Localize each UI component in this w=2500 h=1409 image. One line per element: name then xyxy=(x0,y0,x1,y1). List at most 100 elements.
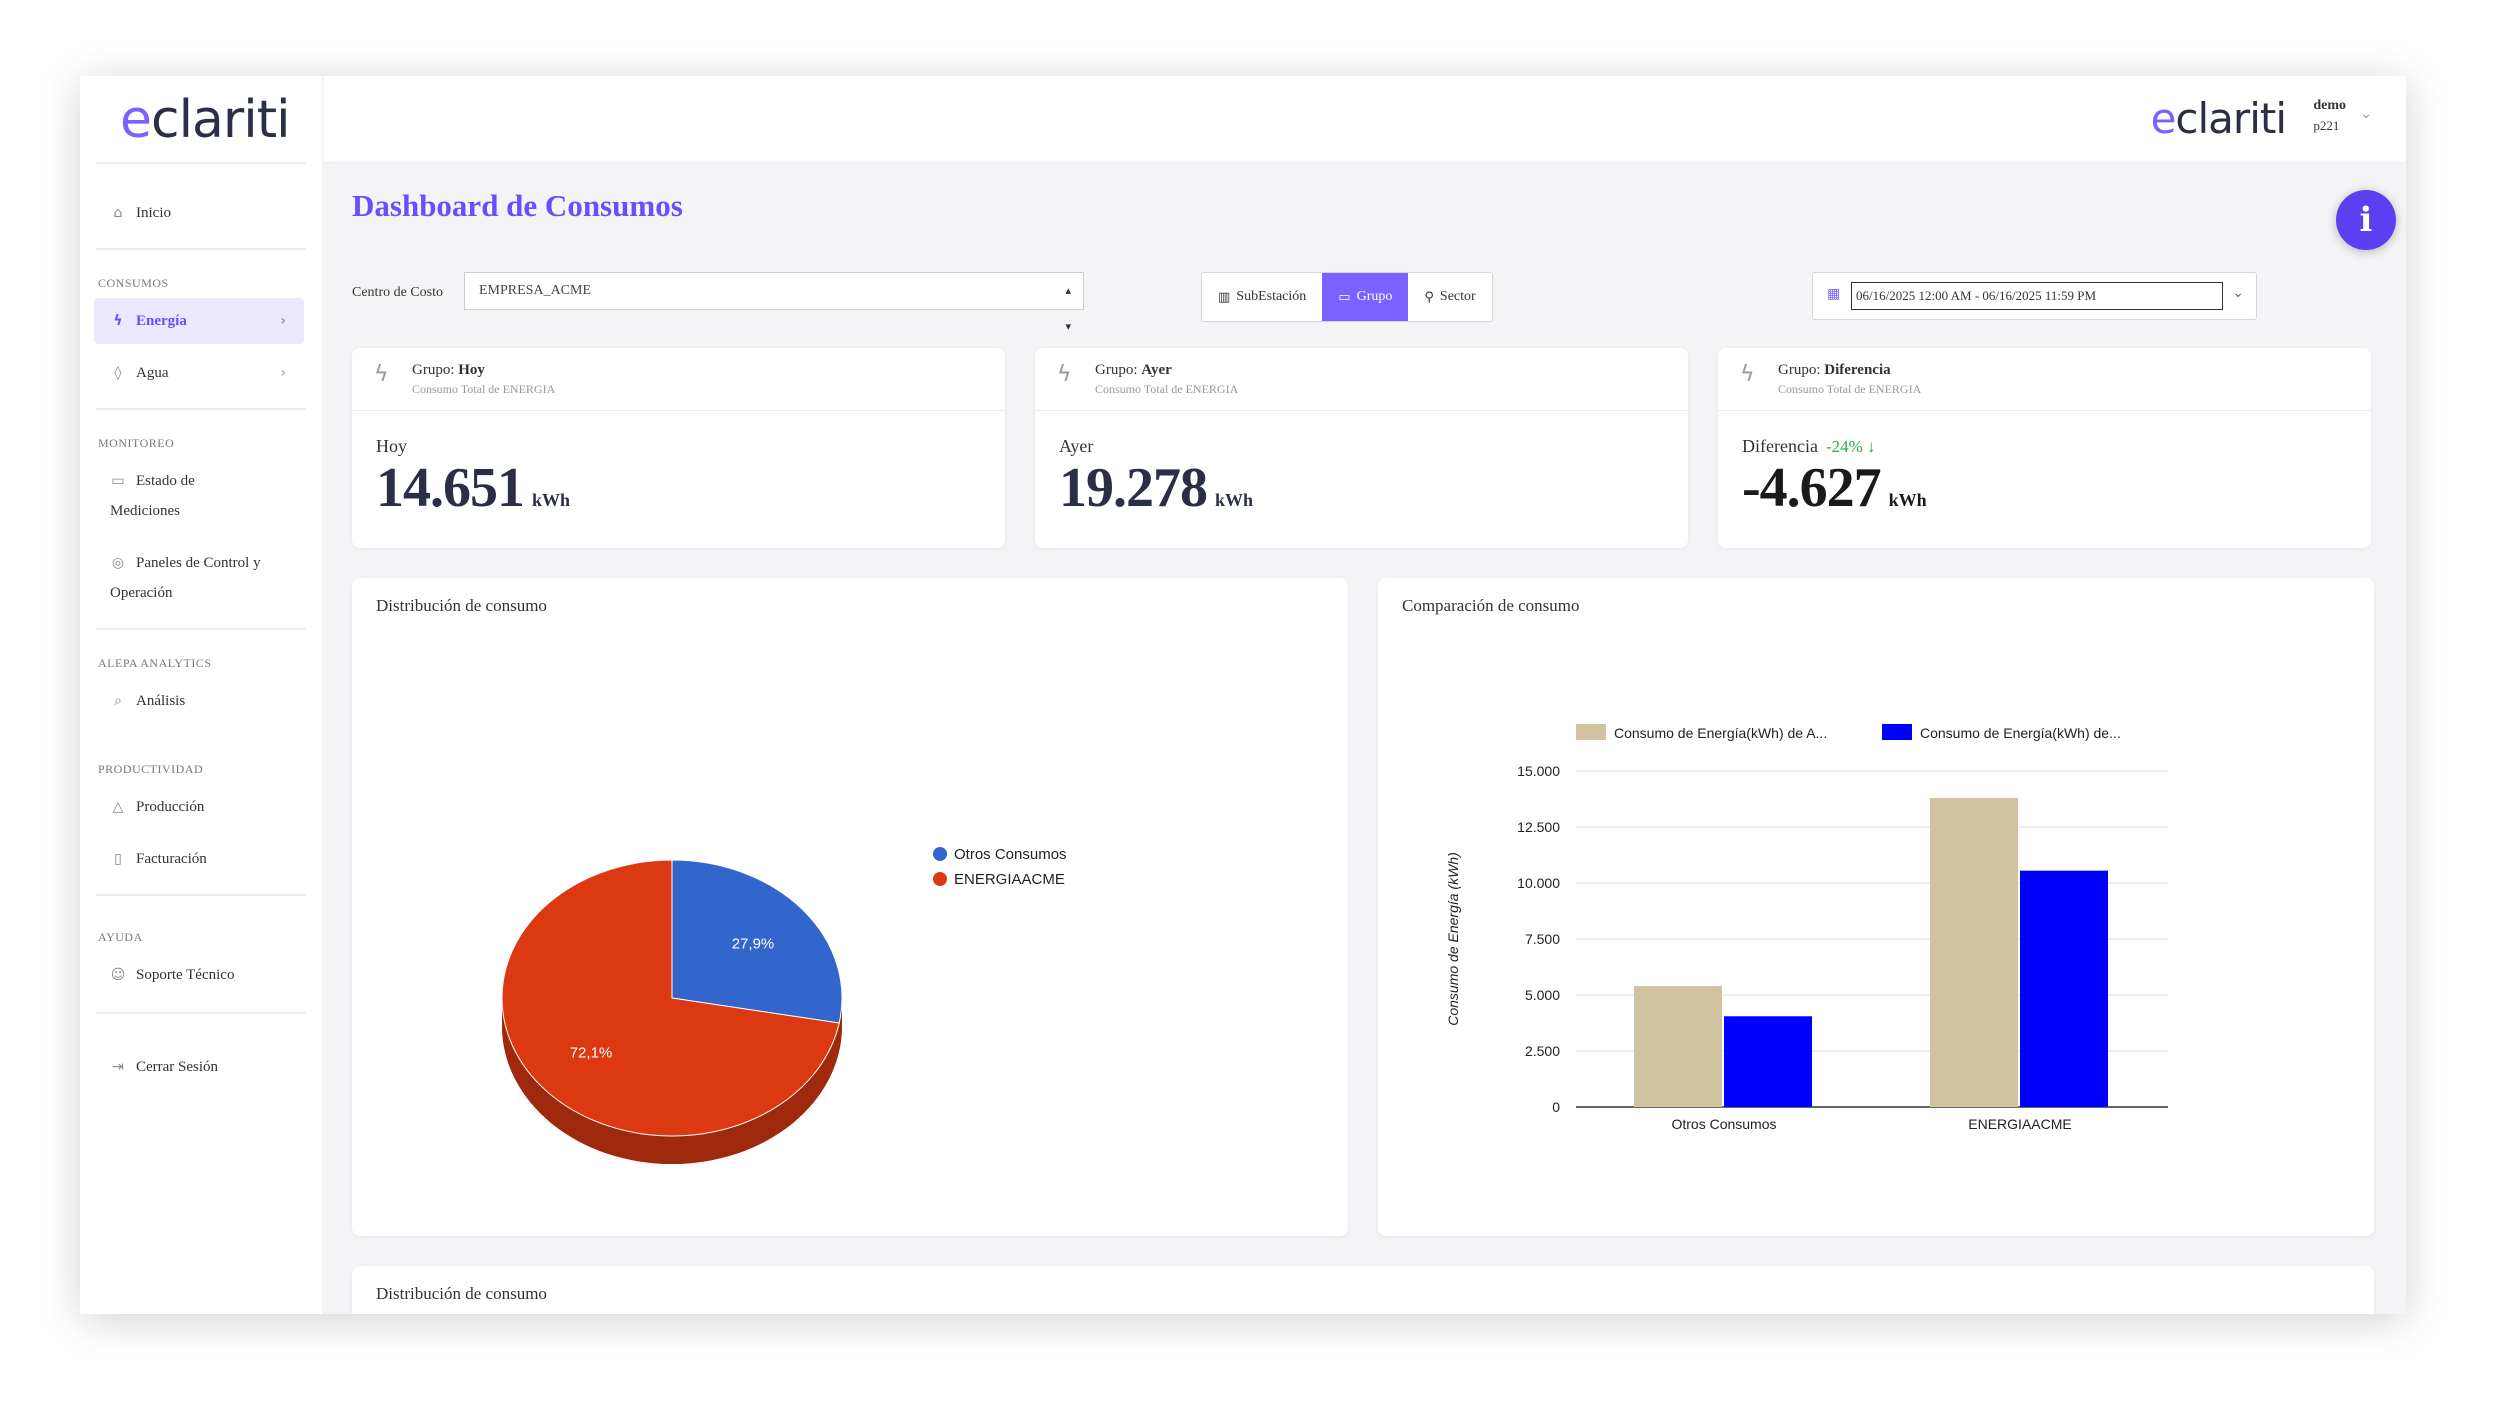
header-logo: eclariti xyxy=(2150,94,2287,143)
drop-icon: ◊ xyxy=(114,365,122,381)
panel-title: Distribución de consumo xyxy=(376,596,547,615)
bolt-icon: ϟ xyxy=(1740,362,1755,387)
user-name: demo xyxy=(2313,98,2346,113)
segment-subestacion[interactable]: ▥ SubEstación xyxy=(1202,273,1322,321)
sidebar-item-label: Agua xyxy=(136,365,169,381)
segment-sector[interactable]: ⚲ Sector xyxy=(1408,273,1491,321)
date-range-picker[interactable]: ▦ 06/16/2025 12:00 AM - 06/16/2025 11:59… xyxy=(1812,272,2257,320)
legend-swatch xyxy=(933,847,947,861)
chevron-down-icon[interactable]: ⌄ xyxy=(2232,285,2244,301)
y-axis-label: Consumo de Energía (kWh) xyxy=(1445,852,1461,1026)
legend-label: ENERGIAACME xyxy=(954,871,1065,888)
bolt-icon: ϟ xyxy=(113,313,123,329)
logo-letter: e xyxy=(2150,94,2177,143)
sidebar-item-produccion[interactable]: △ Producción xyxy=(94,784,304,830)
sidebar-section-consumos: CONSUMOS xyxy=(98,276,169,290)
top-bar: eclariti demo p221 ⌄ xyxy=(324,76,2406,163)
sidebar-item-inicio[interactable]: ⌂ Inicio xyxy=(94,190,304,236)
distribution-panel-2: Distribución de consumo xyxy=(352,1266,2374,1314)
bolt-icon: ϟ xyxy=(374,362,389,387)
kpi-card-header: ϟ Grupo: Diferencia Consumo Total de ENE… xyxy=(1718,348,2371,411)
search-icon: ⌕ xyxy=(114,693,122,709)
sidebar-divider xyxy=(96,628,306,630)
sidebar-divider xyxy=(96,162,306,164)
logo-text: clariti xyxy=(151,90,291,150)
x-tick-label: ENERGIAACME xyxy=(1968,1116,2071,1132)
kpi-card-title: Grupo: Ayer xyxy=(1095,362,1172,378)
sidebar-item-agua[interactable]: ◊ Agua › xyxy=(94,350,304,396)
segment-label: Grupo xyxy=(1356,289,1393,304)
pie-chart: 27,9% 72,1% Otros Consumos ENERGIAACME xyxy=(501,846,1067,1164)
sidebar-item-soporte[interactable]: ☺ Soporte Técnico xyxy=(94,952,304,998)
sidebar-item-label: Paneles de Control y xyxy=(136,555,261,571)
select-arrows-icon: ▴ ▾ xyxy=(1065,284,1071,333)
segment-grupo[interactable]: ▭ Grupo xyxy=(1322,273,1409,321)
sidebar-item-label: Inicio xyxy=(136,205,171,221)
pin-icon: ⚲ xyxy=(1424,289,1434,305)
y-tick-label: 15.000 xyxy=(1517,763,1560,779)
pie-slice-0 xyxy=(671,859,843,1024)
pie-data-label: 27,9% xyxy=(732,935,775,952)
app-window: e clariti ⌂ Inicio CONSUMOS ϟ Energía › ◊… xyxy=(80,76,2406,1314)
kpi-label: Diferencia -24% ↓ xyxy=(1742,436,1876,456)
logo-letter: e xyxy=(120,90,152,150)
y-tick-label: 12.500 xyxy=(1517,819,1560,835)
sidebar-item-estado-mediciones-2[interactable]: Mediciones xyxy=(94,488,304,534)
bar-1-0 xyxy=(1724,1016,1812,1107)
sidebar-item-label: Soporte Técnico xyxy=(136,967,235,983)
chevron-down-icon[interactable]: ⌄ xyxy=(2360,106,2372,122)
kpi-label: Hoy xyxy=(376,436,407,456)
kpi-card-subtitle: Consumo Total de ENERGIA xyxy=(412,382,556,396)
sidebar-section-productividad: PRODUCTIVIDAD xyxy=(98,762,204,776)
kpi-delta: -24% ↓ xyxy=(1825,437,1876,456)
sidebar-item-estado-mediciones[interactable]: ▭ Estado de xyxy=(94,458,304,504)
sidebar-item-label: Producción xyxy=(136,799,205,815)
legend-swatch xyxy=(933,872,947,886)
sidebar-divider xyxy=(96,894,306,896)
y-tick-label: 5.000 xyxy=(1525,987,1560,1003)
user-menu[interactable]: demo p221 xyxy=(2313,96,2346,136)
building-icon: ▥ xyxy=(1218,289,1231,305)
sidebar-item-cerrar-sesion[interactable]: ⇥ Cerrar Sesión xyxy=(94,1044,304,1090)
group-segmented-control: ▥ SubEstación ▭ Grupo ⚲ Sector xyxy=(1201,272,1493,322)
user-icon: ☺ xyxy=(110,967,126,983)
sidebar-item-label: Estado de xyxy=(136,473,195,489)
home-icon: ⌂ xyxy=(113,205,123,221)
info-button[interactable]: i xyxy=(2336,190,2396,250)
sidebar-section-ayuda: AYUDA xyxy=(98,930,143,944)
cost-center-label: Centro de Costo xyxy=(352,285,443,300)
sidebar-item-label: Energía xyxy=(136,313,187,329)
date-range-input[interactable]: 06/16/2025 12:00 AM - 06/16/2025 11:59 P… xyxy=(1851,282,2223,310)
box-icon: △ xyxy=(112,799,124,815)
panel-title: Distribución de consumo xyxy=(376,1284,547,1303)
distribution-panel: Distribución de consumo 27,9% 72,1% Otros … xyxy=(352,578,1348,1236)
folder-icon: ▭ xyxy=(1338,289,1351,305)
legend-label: Consumo de Energía(kWh) de A... xyxy=(1614,725,1827,741)
kpi-value: 19.278 kWh xyxy=(1059,457,1254,519)
sidebar-section-analytics: ALEPA ANALYTICS xyxy=(98,656,212,670)
sidebar-item-paneles-control-2[interactable]: Operación xyxy=(94,570,304,616)
sidebar-item-label: Mediciones xyxy=(110,503,180,519)
sidebar-logo[interactable]: e clariti xyxy=(120,90,291,150)
sidebar-item-paneles-control[interactable]: ◎ Paneles de Control y xyxy=(94,540,304,586)
sidebar-item-energia[interactable]: ϟ Energía › xyxy=(94,298,304,344)
y-tick-label: 7.500 xyxy=(1525,931,1560,947)
sidebar-item-facturacion[interactable]: ▯ Facturación xyxy=(94,836,304,882)
bar-0-0 xyxy=(1634,986,1722,1107)
sidebar-item-analisis[interactable]: ⌕ Análisis xyxy=(94,678,304,724)
sidebar-item-label: Operación xyxy=(110,585,173,601)
gauge-icon: ▭ xyxy=(111,473,125,489)
sidebar-item-label: Análisis xyxy=(136,693,186,709)
kpi-card-hoy: ϟ Grupo: Hoy Consumo Total de ENERGIA Ho… xyxy=(352,348,1005,548)
bar-0-1 xyxy=(1930,797,2018,1107)
legend-label: Consumo de Energía(kWh) de... xyxy=(1920,725,2121,741)
kpi-value: 14.651 kWh xyxy=(376,457,571,519)
chevron-right-icon: › xyxy=(280,365,286,381)
sidebar-divider xyxy=(96,1012,306,1014)
sidebar: e clariti ⌂ Inicio CONSUMOS ϟ Energía › ◊… xyxy=(80,76,322,1314)
pie-data-label: 72,1% xyxy=(570,1045,613,1062)
cost-center-select[interactable]: EMPRESA_ACME ▴ ▾ xyxy=(464,272,1084,333)
kpi-card-title: Grupo: Hoy xyxy=(412,362,485,378)
kpi-label: Ayer xyxy=(1059,436,1094,456)
kpi-card-subtitle: Consumo Total de ENERGIA xyxy=(1095,382,1239,396)
